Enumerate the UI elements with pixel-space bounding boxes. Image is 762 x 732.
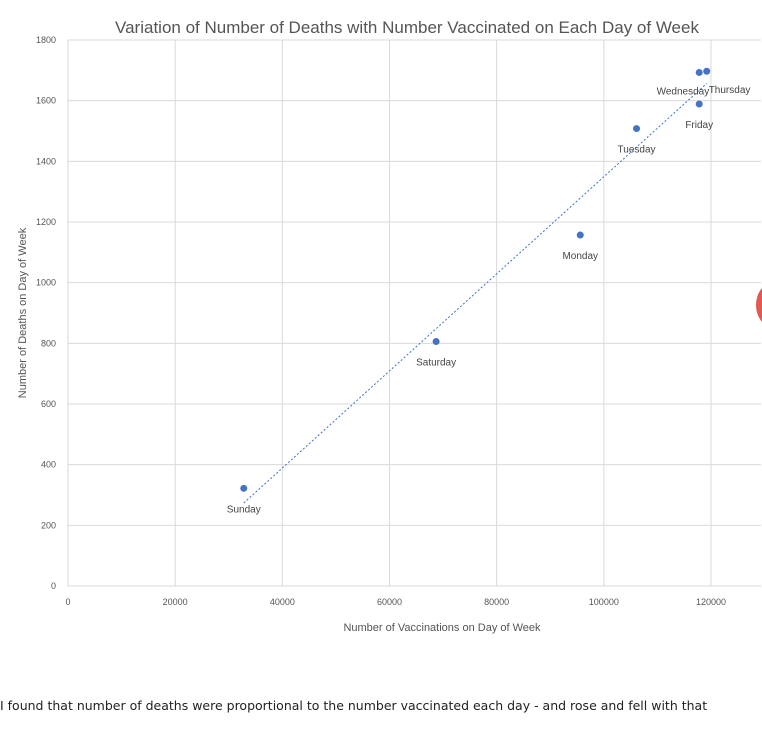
x-tick-label: 100000 [589, 597, 619, 607]
x-tick-label: 120000 [696, 597, 726, 607]
data-label-saturday: Saturday [416, 358, 456, 369]
trend-line [243, 83, 708, 504]
recording-indicator [756, 284, 762, 326]
data-point-monday [576, 231, 584, 239]
tick-labels: 0 200 400 600 800 1000 1200 1400 1600 1800 0 20000 4… [36, 35, 726, 607]
y-tick-label: 1000 [36, 278, 56, 288]
chart-title: Variation of Number of Deaths with Numbe… [115, 18, 699, 37]
x-axis-title: Number of Vaccinations on Day of Week [343, 622, 541, 634]
y-tick-label: 600 [41, 399, 56, 409]
x-tick-label: 40000 [270, 597, 295, 607]
y-tick-label: 1800 [36, 35, 56, 45]
x-tick-label: 20000 [163, 597, 188, 607]
y-tick-label: 1400 [36, 156, 56, 166]
y-axis-title: Number of Deaths on Day of Week [17, 227, 29, 398]
data-point-saturday [432, 338, 440, 346]
y-tick-label: 1200 [36, 217, 56, 227]
data-point-tuesday [633, 125, 641, 133]
data-label-sunday: Sunday [227, 504, 261, 515]
scatter-chart: Variation of Number of Deaths with Numbe… [17, 18, 761, 634]
x-tick-label: 60000 [377, 597, 402, 607]
y-tick-label: 400 [41, 460, 56, 470]
data-label-monday: Monday [562, 251, 598, 262]
data-point-thursday [703, 67, 711, 75]
data-label-thursday: Thursday [709, 85, 751, 96]
y-tick-label: 800 [41, 338, 56, 348]
y-tick-label: 200 [41, 520, 56, 530]
data-label-tuesday: Tuesday [618, 145, 656, 156]
x-tick-label: 0 [65, 597, 70, 607]
data-label-friday: Friday [685, 120, 713, 131]
data-point-wednesday [695, 68, 703, 76]
y-tick-label: 0 [51, 581, 56, 591]
data-label-wednesday: Wednesday [657, 86, 710, 97]
y-tick-label: 1600 [36, 96, 56, 106]
data-points: Sunday Saturday Monday Tuesday Wednesday Thur… [227, 67, 751, 515]
caption-text: I found that number of deaths were propo… [0, 698, 708, 713]
grid-lines [67, 39, 761, 587]
data-point-sunday [240, 484, 248, 492]
x-tick-label: 80000 [484, 597, 509, 607]
data-point-friday [695, 100, 703, 108]
